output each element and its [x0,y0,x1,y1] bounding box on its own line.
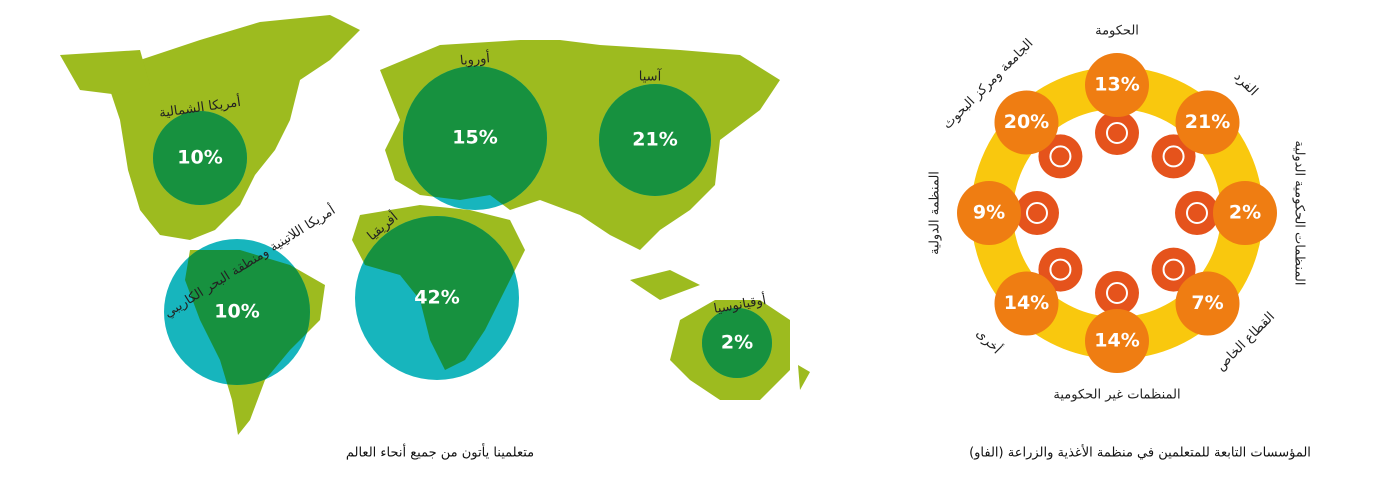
share-circle [994,90,1059,155]
item-share: 20% [1004,111,1049,133]
icon [1162,145,1185,168]
icon [1106,122,1128,144]
icon-circle [1151,247,1196,292]
ring-caption: المؤسسات التابعة للمتعلمين في منظمة الأغ… [969,444,1311,461]
item-name: المنظمات غير الحكومية [1053,388,1180,403]
item-name: المنظمة الدولية [928,171,943,255]
icon-circle [1095,271,1139,315]
item-share: 9% [973,202,1005,224]
icon-circle [1038,134,1083,179]
share-circle [994,271,1059,336]
icon-circle [1015,191,1059,235]
region-share: 10% [177,147,222,169]
item-share: 21% [1185,111,1230,133]
share-circle [1175,90,1240,155]
icon [1049,258,1072,281]
share-circle [1085,309,1149,373]
item-share: 14% [1004,292,1049,314]
icon-circle [1095,111,1139,155]
share-circle [1175,271,1240,336]
item-share: 2% [1229,202,1261,224]
item-name: الفرد [1231,69,1261,99]
icon [1026,202,1048,224]
region-share: 15% [452,127,497,149]
region-share: 10% [214,301,259,323]
share-circle [1085,53,1149,117]
region-share: 2% [721,332,753,354]
icon-circle [1175,191,1219,235]
region-name: آسيا [639,68,663,85]
item-name: أخرى [973,325,1006,358]
item-share: 13% [1094,74,1139,96]
item-share: 7% [1191,292,1223,314]
icon-circle [1038,247,1083,292]
map-caption: متعلمينا يأتون من جميع أنحاء العالم [346,443,534,461]
item-share: 14% [1094,330,1139,352]
icon [1186,202,1208,224]
item-name: المنظمات الحكومية الدولية [1292,141,1307,286]
icon [1162,258,1185,281]
share-circle [1213,181,1277,245]
item-name: الحكومة [1095,24,1139,39]
icon [1106,282,1128,304]
share-circle [957,181,1021,245]
region-share: 21% [632,129,677,151]
region-share: 42% [414,287,459,309]
region-name: أوروبا [459,49,490,69]
icon-circle [1151,134,1196,179]
icon [1049,145,1072,168]
